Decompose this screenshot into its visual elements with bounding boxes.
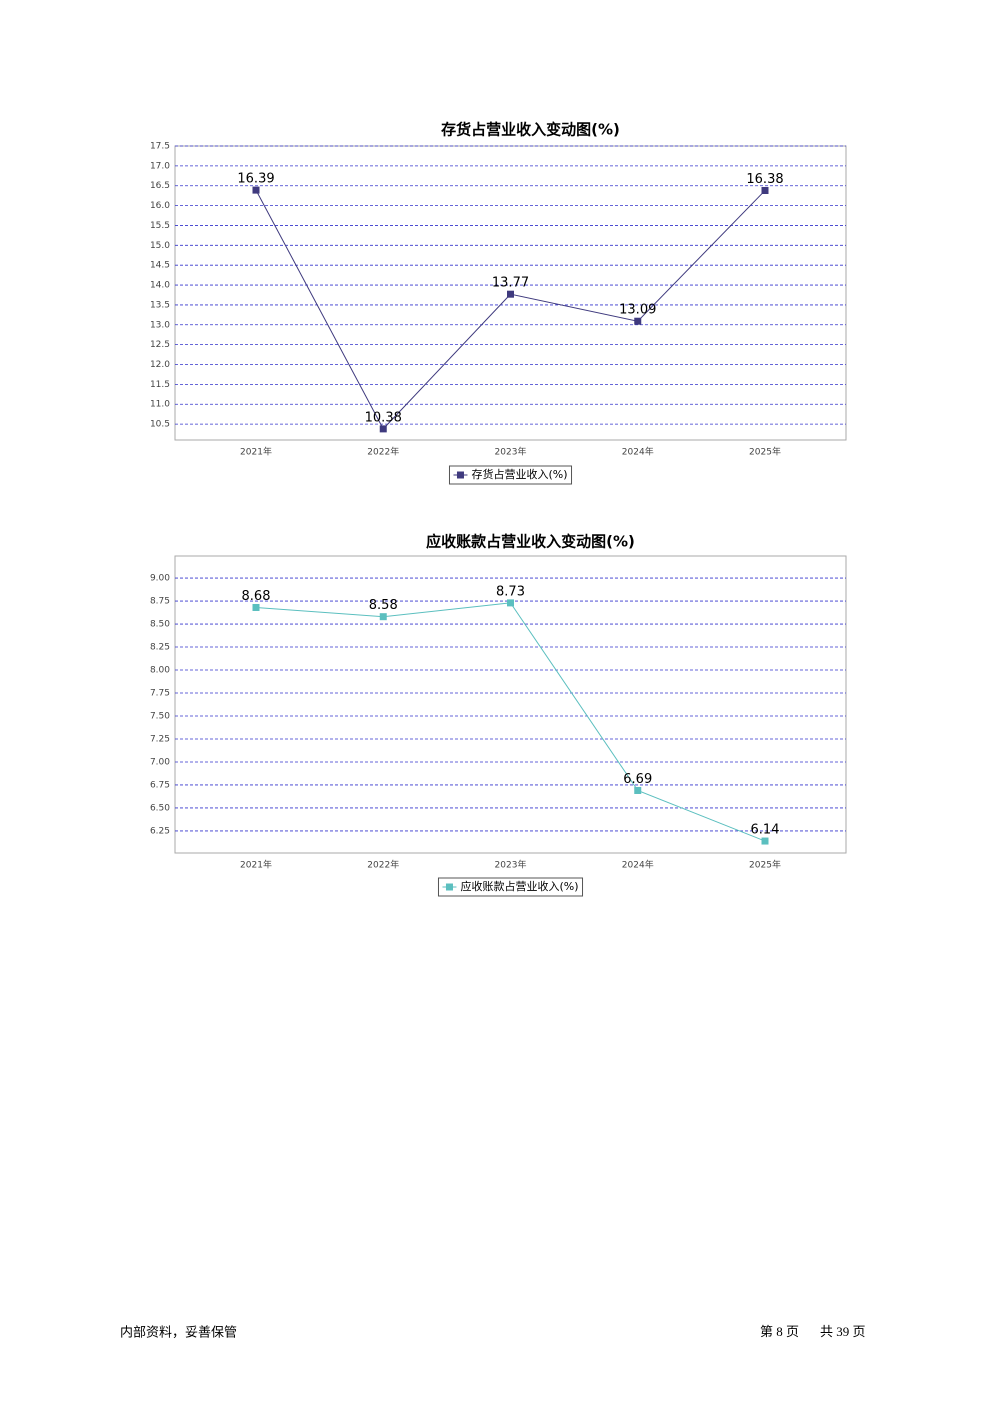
data-label: 8.73	[496, 584, 525, 599]
x-tick-label: 2024年	[622, 446, 654, 458]
x-tick-label: 2022年	[367, 446, 399, 458]
data-point	[379, 425, 387, 433]
y-tick-label: 8.25	[150, 643, 170, 653]
plot-area	[174, 555, 847, 854]
y-tick-label: 7.50	[150, 711, 170, 721]
y-tick-label: 10.5	[150, 420, 170, 430]
x-tick-label: 2021年	[240, 859, 272, 871]
y-tick-label: 14.0	[150, 281, 170, 291]
x-tick-label: 2021年	[240, 446, 272, 458]
series-line	[255, 189, 766, 430]
data-point	[761, 837, 769, 845]
data-label: 10.38	[365, 410, 402, 425]
data-point	[252, 603, 260, 611]
data-label: 8.58	[369, 598, 398, 613]
y-tick-label: 8.75	[150, 597, 170, 607]
footer-left: 内部资料，妥善保管	[120, 1325, 237, 1341]
y-tick-label: 6.50	[150, 803, 170, 813]
x-tick-label: 2025年	[749, 859, 781, 871]
data-label: 6.14	[751, 823, 780, 838]
legend-marker	[445, 883, 453, 891]
data-point	[379, 613, 387, 621]
legend-marker	[456, 471, 464, 479]
y-tick-label: 6.75	[150, 780, 170, 790]
y-tick-label: 8.00	[150, 666, 170, 676]
y-tick-label: 13.5	[150, 300, 170, 310]
data-label: 8.68	[242, 589, 271, 604]
y-tick-label: 8.50	[150, 620, 170, 630]
data-label: 16.38	[746, 172, 783, 187]
y-tick-label: 6.25	[150, 826, 170, 836]
x-tick-label: 2022年	[367, 859, 399, 871]
data-point	[252, 186, 260, 194]
legend-label: 存货占营业收入(%)	[471, 467, 567, 481]
y-tick-label: 12.5	[150, 340, 170, 350]
footer-total: 共 39 页	[820, 1324, 866, 1339]
data-label: 6.69	[623, 772, 652, 787]
data-point	[761, 186, 769, 194]
y-tick-label: 7.00	[150, 757, 170, 767]
x-tick-label: 2023年	[495, 446, 527, 458]
chart-title: 应收账款占营业收入变动图(%)	[426, 533, 635, 551]
y-tick-label: 15.0	[150, 241, 170, 251]
data-point	[634, 786, 642, 794]
data-point	[634, 317, 642, 325]
legend-label: 应收账款占营业收入(%)	[460, 879, 578, 893]
y-tick-label: 17.0	[150, 161, 170, 171]
y-tick-label: 17.5	[150, 142, 170, 152]
y-tick-label: 13.0	[150, 320, 170, 330]
x-tick-label: 2025年	[749, 446, 781, 458]
footer-page: 第 8 页	[760, 1324, 799, 1339]
y-tick-label: 14.5	[150, 261, 170, 271]
data-point	[507, 290, 514, 298]
y-tick-label: 11.0	[150, 400, 170, 410]
y-tick-label: 16.5	[150, 181, 170, 191]
data-label: 13.77	[492, 276, 529, 291]
data-label: 16.39	[237, 172, 274, 187]
data-label: 13.09	[619, 303, 656, 318]
y-tick-label: 12.0	[150, 360, 170, 370]
y-tick-label: 11.5	[150, 380, 170, 390]
y-tick-label: 7.25	[150, 734, 170, 744]
y-tick-label: 16.0	[150, 201, 170, 211]
x-tick-label: 2023年	[495, 859, 527, 871]
legend-box	[448, 465, 573, 485]
y-tick-label: 9.00	[150, 574, 170, 584]
y-tick-label: 15.5	[150, 221, 170, 231]
series-line	[255, 602, 766, 842]
y-tick-label: 7.75	[150, 689, 170, 699]
x-tick-label: 2024年	[622, 859, 654, 871]
chart-title: 存货占营业收入变动图(%)	[441, 121, 620, 139]
data-point	[507, 599, 514, 607]
legend-box	[437, 877, 584, 897]
